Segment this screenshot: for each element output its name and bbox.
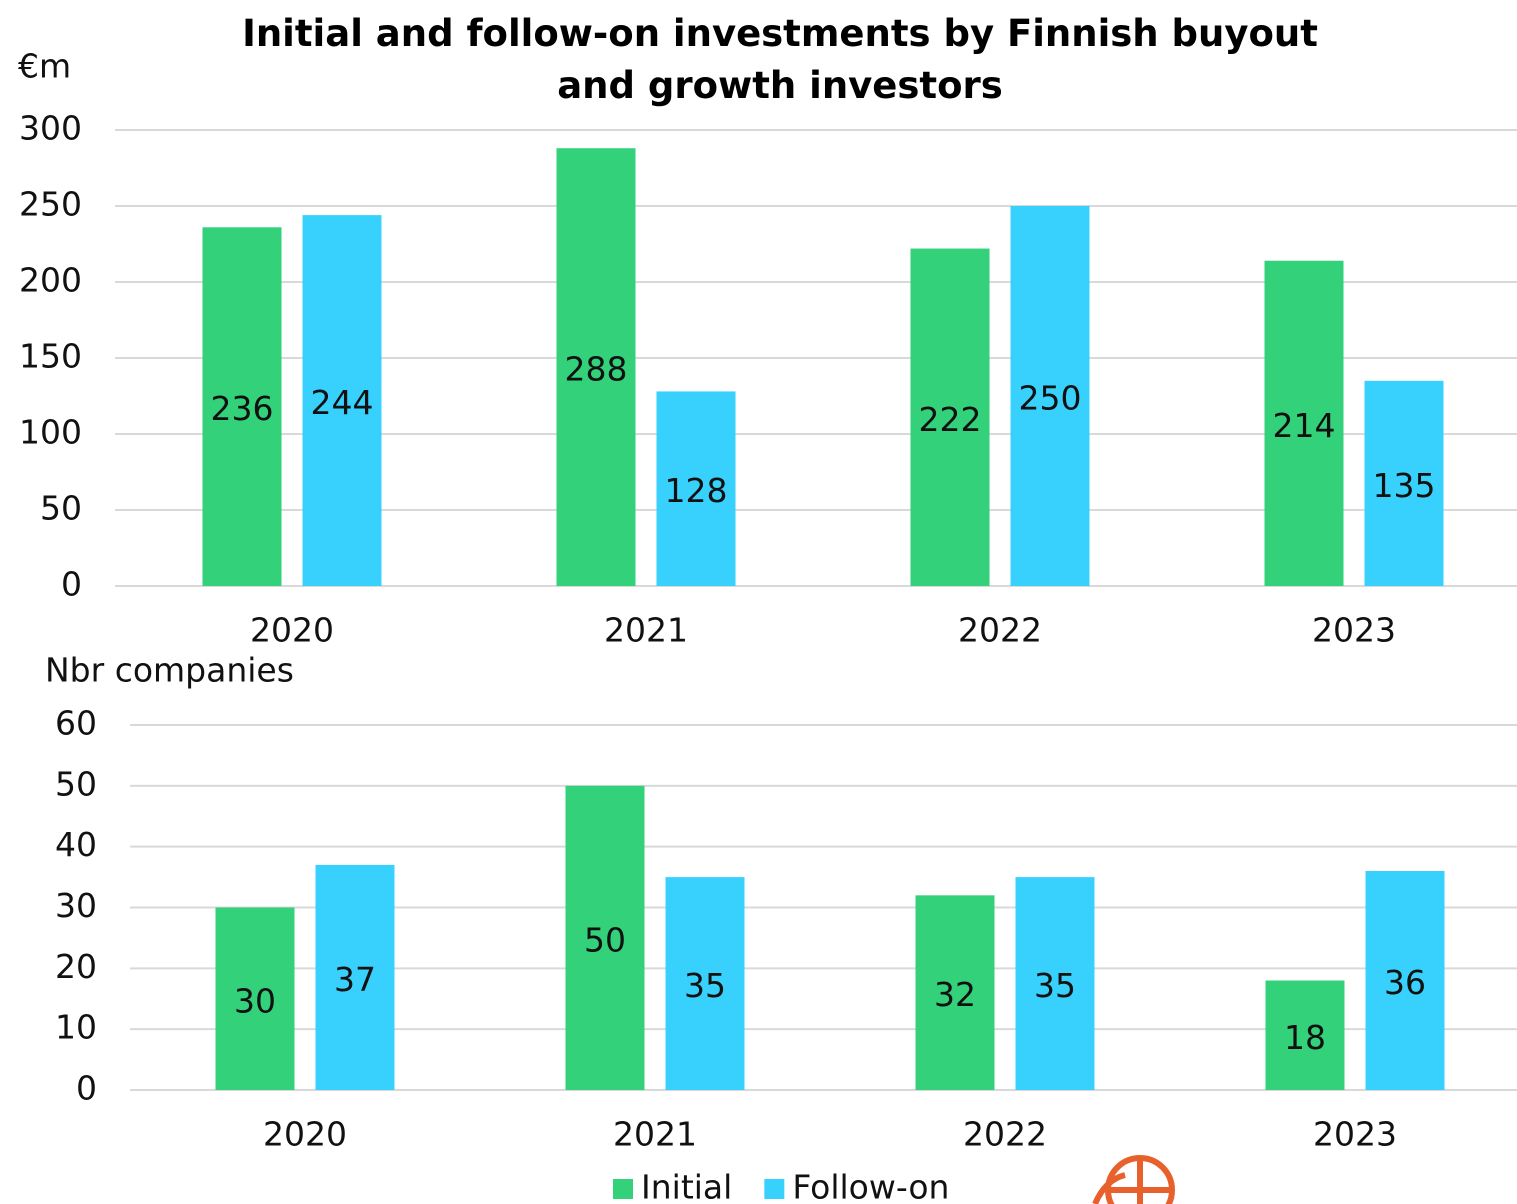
data-label: 236 xyxy=(211,389,274,428)
bar xyxy=(656,391,736,586)
data-label: 50 xyxy=(584,920,626,959)
y-tick-label: 150 xyxy=(19,337,82,376)
y-tick-label: 50 xyxy=(55,764,97,803)
y-tick-label: 10 xyxy=(55,1008,97,1047)
x-tick-label: 2022 xyxy=(958,611,1042,650)
legend-swatch xyxy=(613,1179,633,1199)
data-label: 288 xyxy=(565,350,628,389)
y-tick-label: 0 xyxy=(76,1069,97,1108)
bar xyxy=(915,895,995,1090)
y-tick-label: 200 xyxy=(19,261,82,300)
y-axis-label: €m xyxy=(18,47,71,86)
bar xyxy=(1015,877,1095,1090)
bar xyxy=(1364,380,1444,586)
data-label: 30 xyxy=(234,981,276,1020)
legend-swatch xyxy=(764,1179,785,1199)
data-label: 37 xyxy=(334,960,376,999)
y-tick-label: 20 xyxy=(55,947,97,986)
x-tick-label: 2022 xyxy=(963,1115,1047,1154)
data-label: 18 xyxy=(1284,1018,1326,1057)
x-tick-label: 2021 xyxy=(604,611,688,650)
x-tick-label: 2020 xyxy=(263,1115,347,1154)
data-label: 250 xyxy=(1019,379,1082,418)
data-label: 36 xyxy=(1384,963,1426,1002)
y-tick-label: 30 xyxy=(55,886,97,925)
logo xyxy=(1092,1155,1175,1204)
data-label: 135 xyxy=(1373,466,1436,505)
legend-label: Initial xyxy=(641,1168,732,1204)
chart-title: Initial and follow-on investments by Fin… xyxy=(242,12,1318,107)
data-label: 35 xyxy=(684,966,726,1005)
bar xyxy=(565,785,645,1090)
y-tick-label: 0 xyxy=(61,565,82,604)
bar xyxy=(1365,871,1445,1090)
bar xyxy=(556,148,636,587)
y-axis-label: Nbr companies xyxy=(45,651,294,690)
data-label: 222 xyxy=(919,400,982,439)
y-tick-label: 50 xyxy=(40,489,82,528)
y-tick-label: 40 xyxy=(55,825,97,864)
data-label: 128 xyxy=(665,471,728,510)
y-tick-label: 250 xyxy=(19,185,82,224)
bar xyxy=(910,248,990,586)
bar xyxy=(1264,260,1344,586)
y-tick-label: 100 xyxy=(19,413,82,452)
y-tick-label: 60 xyxy=(55,704,97,743)
bar xyxy=(1010,206,1090,586)
legend-label: Follow-on xyxy=(792,1168,949,1204)
bar xyxy=(1265,980,1345,1090)
bar xyxy=(202,227,282,586)
data-label: 244 xyxy=(311,383,374,422)
x-tick-label: 2023 xyxy=(1312,611,1396,650)
bar xyxy=(315,864,395,1090)
y-tick-label: 300 xyxy=(19,109,82,148)
x-tick-label: 2020 xyxy=(250,611,334,650)
bar xyxy=(665,877,745,1090)
x-tick-label: 2021 xyxy=(613,1115,697,1154)
bar xyxy=(302,215,382,586)
data-label: 32 xyxy=(934,975,976,1014)
data-label: 214 xyxy=(1273,406,1336,445)
data-label: 35 xyxy=(1034,966,1076,1005)
x-tick-label: 2023 xyxy=(1313,1115,1397,1154)
bar xyxy=(215,907,295,1090)
